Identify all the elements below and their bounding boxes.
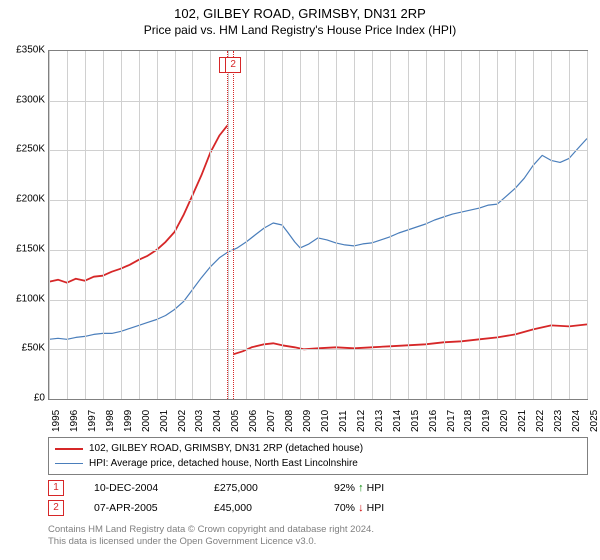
x-axis-tick-label: 2022 (535, 410, 546, 432)
chart-plot-area: 12 (48, 50, 588, 400)
gridline-v (551, 51, 552, 399)
legend-row: HPI: Average price, detached house, Nort… (55, 456, 581, 471)
gridline-v (444, 51, 445, 399)
x-axis-tick-label: 2021 (517, 410, 528, 432)
x-axis-tick-label: 1995 (51, 410, 62, 432)
legend-swatch (55, 448, 83, 450)
legend-swatch (55, 463, 83, 464)
x-axis-tick-label: 2020 (499, 410, 510, 432)
gridline-v (228, 51, 229, 399)
x-axis-tick-label: 2016 (428, 410, 439, 432)
chart-footer: Contains HM Land Registry data © Crown c… (48, 524, 588, 549)
gridline-v (192, 51, 193, 399)
y-axis-tick-label: £350K (16, 45, 45, 56)
gridline-v (515, 51, 516, 399)
x-axis-tick-label: 2013 (374, 410, 385, 432)
gridline-v (497, 51, 498, 399)
x-axis-tick-label: 1999 (123, 410, 134, 432)
x-axis-tick-label: 2011 (338, 410, 349, 432)
chart-address-title: 102, GILBEY ROAD, GRIMSBY, DN31 2RP (0, 6, 600, 23)
y-axis-tick-label: £150K (16, 243, 45, 254)
legend-box: 102, GILBEY ROAD, GRIMSBY, DN31 2RP (det… (48, 437, 588, 475)
x-axis-tick-label: 1998 (105, 410, 116, 432)
gridline-v (282, 51, 283, 399)
x-axis-tick-label: 2009 (302, 410, 313, 432)
gridline-v (426, 51, 427, 399)
event-pct: 92% ↑ HPI (334, 482, 424, 494)
gridline-v (49, 51, 50, 399)
event-vertical-line (227, 51, 228, 399)
gridline-v (85, 51, 86, 399)
x-axis-tick-label: 2006 (248, 410, 259, 432)
gridline-v (121, 51, 122, 399)
x-axis-tick-label: 2018 (463, 410, 474, 432)
event-number-badge: 2 (48, 500, 64, 516)
y-axis-tick-label: £0 (34, 393, 45, 404)
x-axis-tick-label: 1996 (69, 410, 80, 432)
event-table-row: 1 10-DEC-2004 £275,000 92% ↑ HPI (48, 478, 588, 498)
gridline-v (67, 51, 68, 399)
x-axis-tick-label: 2001 (159, 410, 170, 432)
footer-line-1: Contains HM Land Registry data © Crown c… (48, 524, 588, 536)
x-axis-tick-label: 2007 (266, 410, 277, 432)
gridline-v (461, 51, 462, 399)
x-axis-tick-label: 2019 (481, 410, 492, 432)
x-axis-tick-label: 2017 (446, 410, 457, 432)
x-axis-tick-label: 2010 (320, 410, 331, 432)
gridline-v (479, 51, 480, 399)
gridline-v (264, 51, 265, 399)
gridline-v (569, 51, 570, 399)
arrow-down-icon: ↓ (355, 502, 367, 514)
y-axis-tick-label: £250K (16, 144, 45, 155)
x-axis-tick-label: 2024 (571, 410, 582, 432)
gridline-v (336, 51, 337, 399)
gridline-v (587, 51, 588, 399)
gridline-v (210, 51, 211, 399)
gridline-v (139, 51, 140, 399)
event-price: £45,000 (214, 502, 304, 514)
event-date: 07-APR-2005 (94, 502, 184, 514)
legend-label: 102, GILBEY ROAD, GRIMSBY, DN31 2RP (det… (89, 441, 363, 456)
chart-subtitle: Price paid vs. HM Land Registry's House … (0, 23, 600, 39)
footer-line-2: This data is licensed under the Open Gov… (48, 536, 588, 548)
event-number-badge: 1 (48, 480, 64, 496)
x-axis-tick-label: 2004 (212, 410, 223, 432)
event-date: 10-DEC-2004 (94, 482, 184, 494)
event-vertical-line (233, 51, 234, 399)
gridline-v (175, 51, 176, 399)
event-marker: 2 (225, 57, 241, 73)
x-axis-tick-label: 2015 (410, 410, 421, 432)
event-price: £275,000 (214, 482, 304, 494)
gridline-v (318, 51, 319, 399)
y-axis-tick-label: £300K (16, 94, 45, 105)
y-axis-tick-label: £100K (16, 293, 45, 304)
legend-label: HPI: Average price, detached house, Nort… (89, 456, 358, 471)
gridline-v (408, 51, 409, 399)
events-table: 1 10-DEC-2004 £275,000 92% ↑ HPI 2 07-APR-200… (48, 478, 588, 518)
gridline-v (300, 51, 301, 399)
x-axis-tick-label: 2005 (230, 410, 241, 432)
gridline-v (372, 51, 373, 399)
x-axis-tick-label: 1997 (87, 410, 98, 432)
x-axis-tick-label: 2025 (589, 410, 600, 432)
x-axis-tick-label: 2014 (392, 410, 403, 432)
x-axis-tick-label: 2000 (141, 410, 152, 432)
gridline-v (533, 51, 534, 399)
gridline-v (246, 51, 247, 399)
event-table-row: 2 07-APR-2005 £45,000 70% ↓ HPI (48, 498, 588, 518)
gridline-v (354, 51, 355, 399)
x-axis-tick-label: 2003 (194, 410, 205, 432)
y-axis-tick-label: £200K (16, 194, 45, 205)
gridline-v (390, 51, 391, 399)
legend-row: 102, GILBEY ROAD, GRIMSBY, DN31 2RP (det… (55, 441, 581, 456)
gridline-v (157, 51, 158, 399)
x-axis-tick-label: 2002 (177, 410, 188, 432)
event-pct: 70% ↓ HPI (334, 502, 424, 514)
y-axis-tick-label: £50K (22, 343, 45, 354)
x-axis-tick-label: 2012 (356, 410, 367, 432)
x-axis-tick-label: 2008 (284, 410, 295, 432)
gridline-v (103, 51, 104, 399)
arrow-up-icon: ↑ (355, 482, 367, 494)
x-axis-tick-label: 2023 (553, 410, 564, 432)
